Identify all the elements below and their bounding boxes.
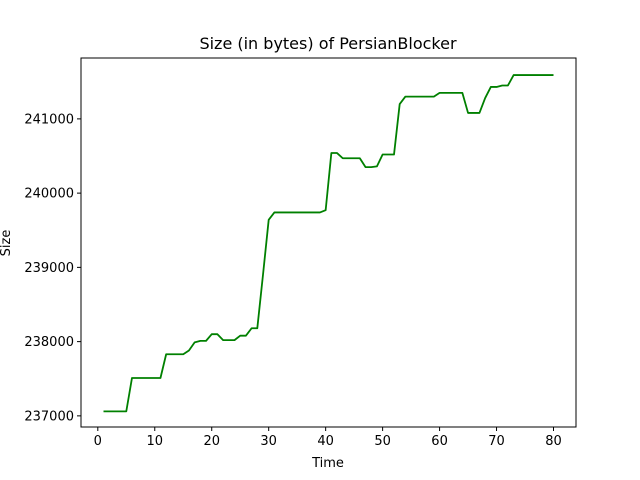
x-tick-label: 80	[545, 434, 562, 449]
plot-area	[103, 74, 554, 413]
x-axis-label: Time	[311, 456, 344, 471]
x-tick-label: 40	[317, 434, 334, 449]
x-tick-label: 20	[203, 434, 220, 449]
x-tick-label: 60	[431, 434, 448, 449]
y-tick-label: 241000	[24, 112, 74, 127]
y-axis-label: Size	[0, 230, 14, 257]
y-tick-label: 240000	[24, 187, 74, 202]
chart-title: Size (in bytes) of PersianBlocker	[199, 34, 457, 53]
x-tick-label: 50	[374, 434, 391, 449]
x-tick-label: 70	[488, 434, 505, 449]
x-tick-label: 10	[146, 434, 163, 449]
x-tick-label: 30	[260, 434, 277, 449]
axes-frame	[80, 57, 577, 428]
y-tick-label: 237000	[24, 409, 74, 424]
y-tick-label: 239000	[24, 261, 74, 276]
series-line	[103, 74, 554, 413]
x-axis: 0 10 20 30 40 50 60 70 80	[94, 427, 562, 449]
x-tick-label: 0	[94, 434, 102, 449]
y-axis: 237000 238000 239000 240000 241000	[24, 112, 81, 424]
y-tick-label: 238000	[24, 335, 74, 350]
